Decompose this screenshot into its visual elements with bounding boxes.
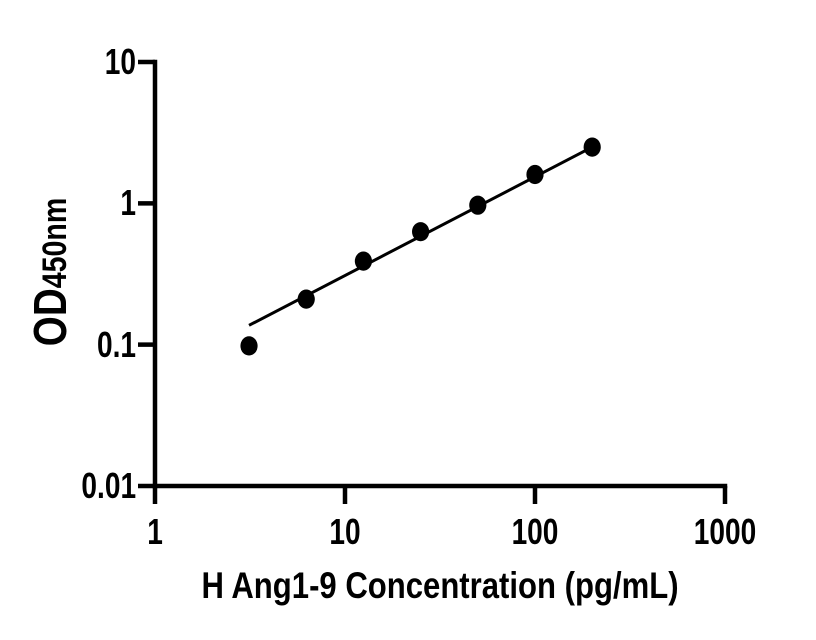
x-tick-label: 100 bbox=[511, 511, 559, 552]
data-point bbox=[583, 137, 601, 157]
x-axis-title: H Ang1-9 Concentration (pg/mL) bbox=[201, 565, 679, 606]
x-tick-label: 1000 bbox=[693, 511, 757, 552]
y-axis-title: OD450nm bbox=[24, 197, 76, 347]
y-tick-label: 1 bbox=[120, 182, 136, 224]
data-point bbox=[469, 195, 487, 215]
x-tick-label: 10 bbox=[329, 511, 361, 552]
data-point bbox=[412, 222, 430, 242]
y-tick-label: 0.01 bbox=[81, 465, 136, 506]
data-point bbox=[297, 289, 315, 309]
data-point bbox=[526, 164, 544, 185]
x-tick-label: 1 bbox=[147, 511, 163, 552]
y-axis-title-main: OD bbox=[24, 288, 76, 347]
data-point bbox=[354, 251, 373, 271]
y-tick-label: 0.1 bbox=[96, 323, 136, 365]
y-tick-label: 10 bbox=[104, 41, 136, 82]
data-point bbox=[240, 336, 258, 356]
y-axis-title-subscript: 450nm bbox=[36, 197, 74, 289]
